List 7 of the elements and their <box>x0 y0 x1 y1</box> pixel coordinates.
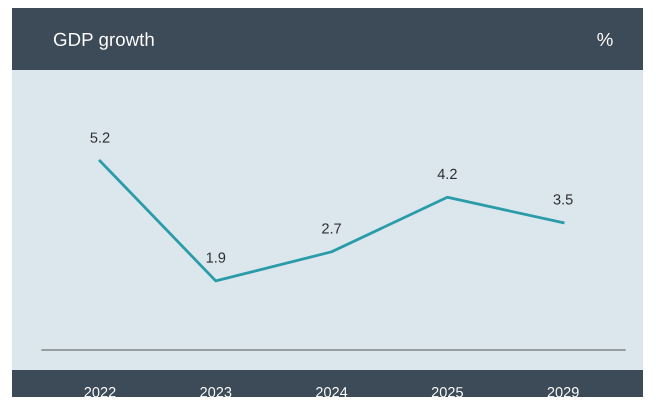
data-label: 2.7 <box>322 223 341 234</box>
data-label: 4.2 <box>438 168 457 179</box>
data-label: 1.9 <box>206 252 226 263</box>
data-label: 3.5 <box>554 194 573 205</box>
y-axis-title: % <box>597 32 613 46</box>
chart-title: GDP growth <box>54 32 154 50</box>
data-label: 5.2 <box>90 132 110 143</box>
